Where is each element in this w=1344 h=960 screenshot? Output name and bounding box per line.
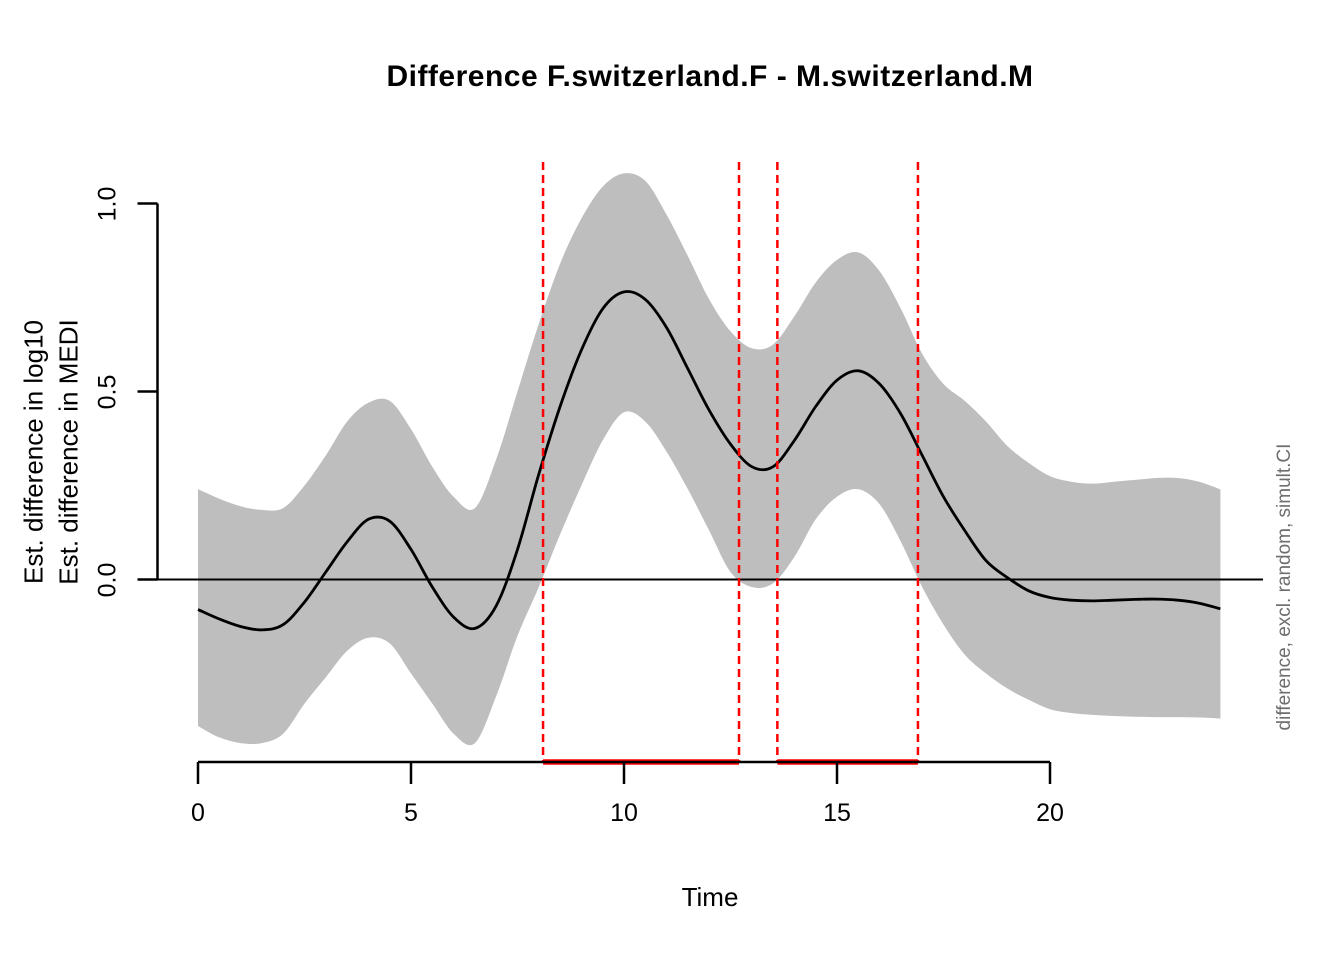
x-axis-label: Time — [681, 882, 739, 912]
y-tick-label-1.0: 1.0 — [93, 186, 122, 221]
y-axis-label-line2: Est. difference in MEDI — [53, 319, 84, 585]
y-tick-label-0.5: 0.5 — [93, 374, 122, 409]
right-margin-label: difference, excl. random, simult.CI — [1274, 443, 1295, 731]
y-axis-label-line1: Est. difference in log10 — [18, 319, 49, 585]
x-tick-label-15: 15 — [823, 799, 851, 827]
x-tick-label-20: 20 — [1036, 799, 1064, 827]
estimate-curve — [197, 290, 1221, 632]
x-tick-label-5: 5 — [404, 799, 418, 827]
x-tick-label-0: 0 — [191, 799, 205, 827]
confidence-band — [198, 173, 1221, 746]
chart-title: Difference F.switzerland.F - M.switzerla… — [386, 60, 1034, 93]
y-tick-label-0.0: 0.0 — [93, 562, 122, 597]
x-tick-label-10: 10 — [610, 799, 638, 827]
